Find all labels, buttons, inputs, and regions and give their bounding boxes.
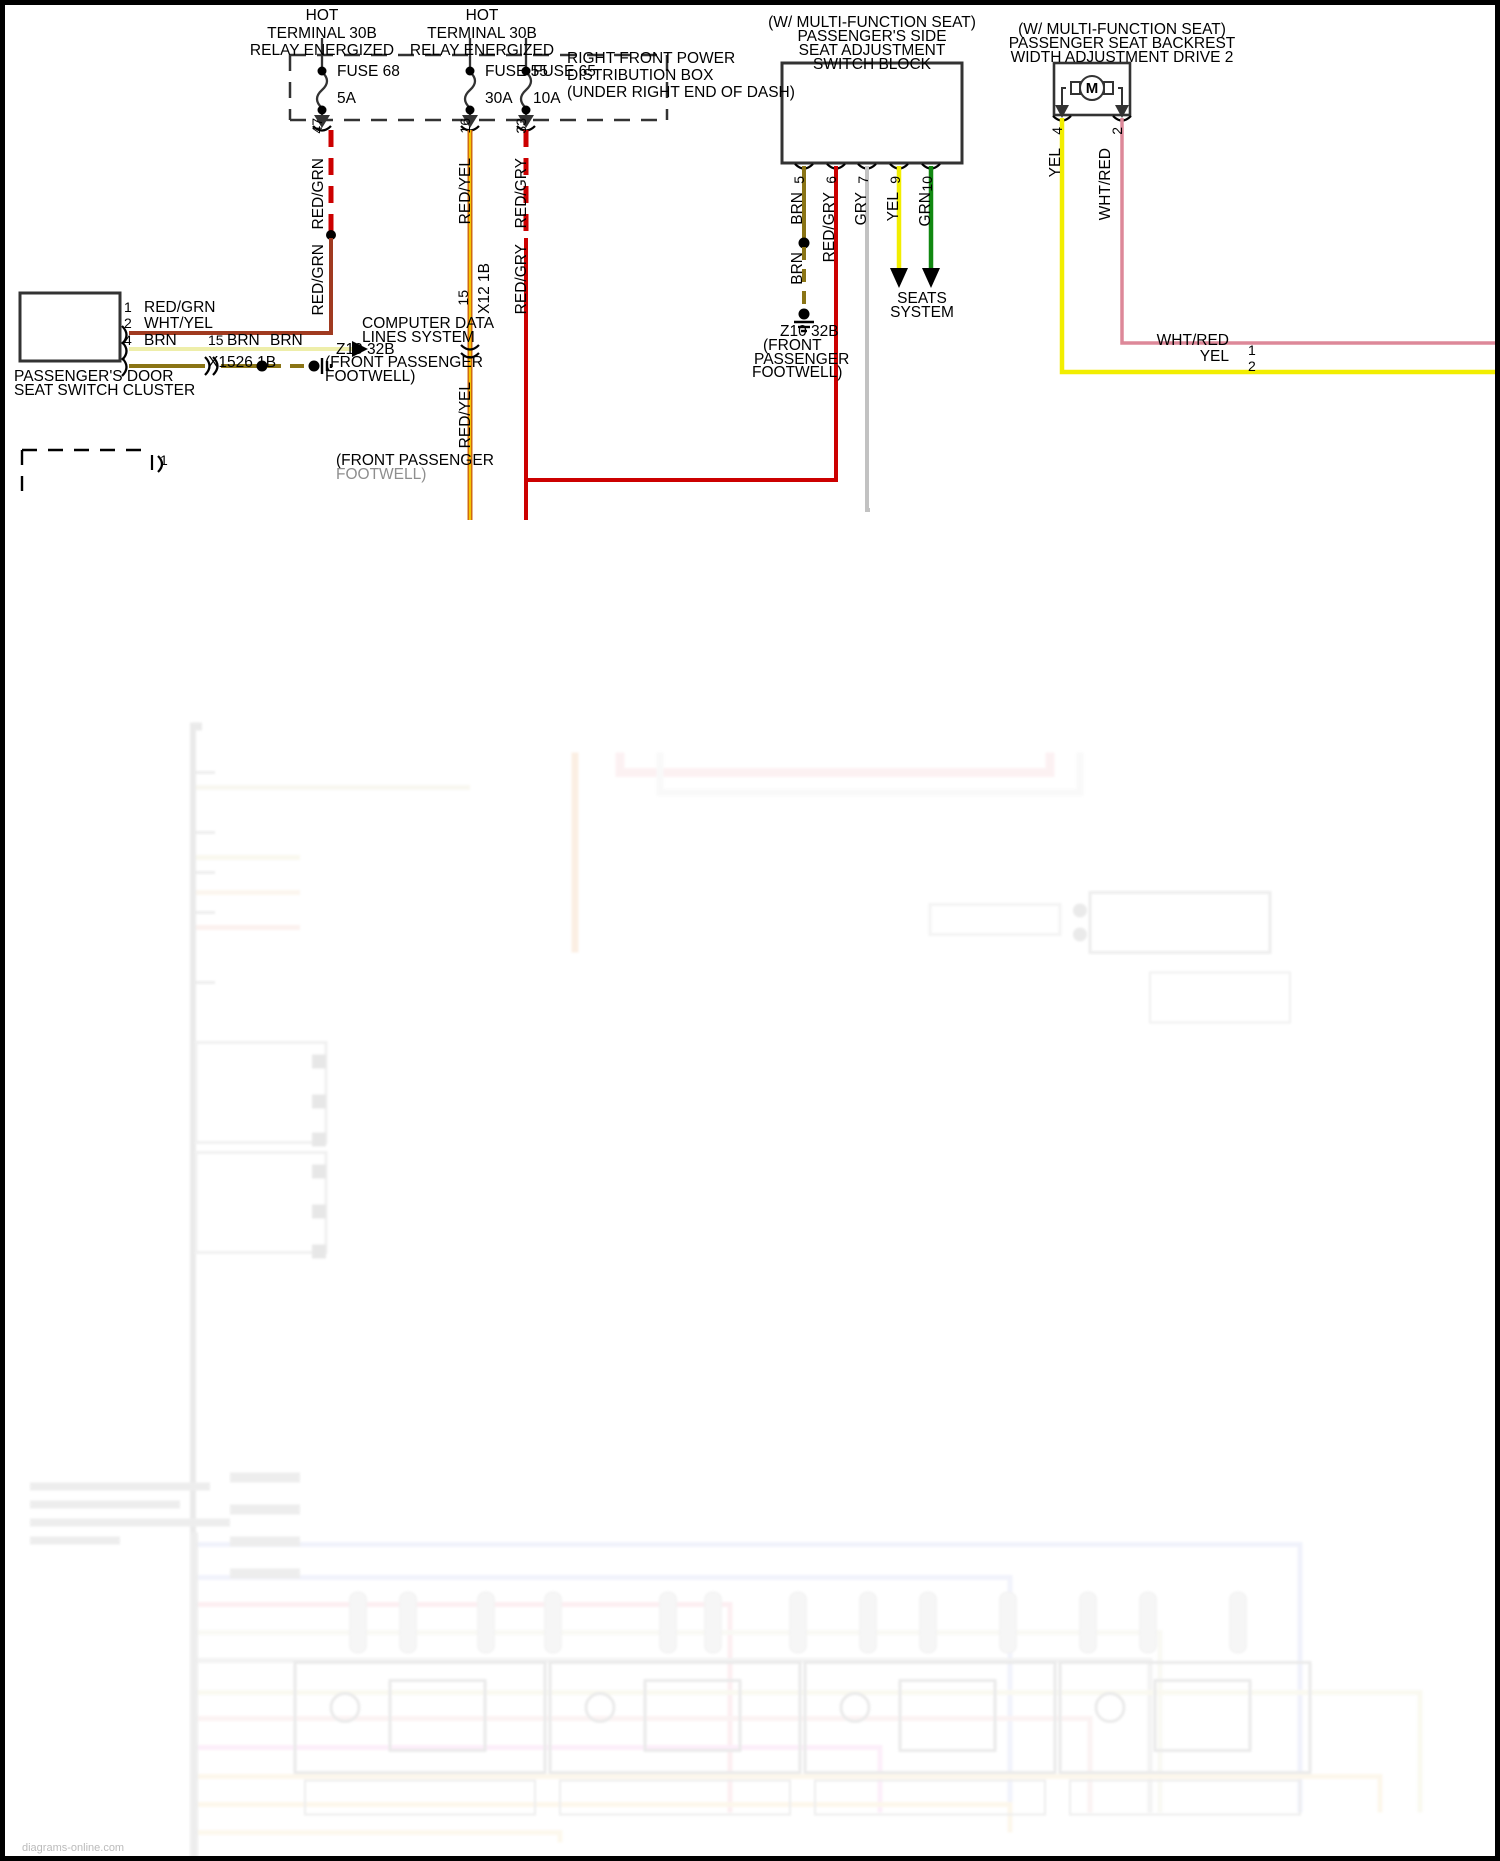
power-source-1-line3: RELAY ENERGIZED [249,42,395,59]
drive-arrow-right [1115,105,1129,118]
lower-ground-note-2: FOOTWELL) [336,466,427,483]
right-pin-2-num: 2 [1248,358,1256,374]
seat-block-line4: SWITCH BLOCK [813,56,931,73]
connector-x1526 [204,356,219,376]
ground-node-sb [798,308,810,320]
seat-block-line2: PASSENGER'S SIDE [797,28,947,45]
dist-box-line2: DISTRIBUTION BOX [567,67,714,84]
backrest-line3: WIDTH ADJUSTMENT DRIVE 2 [1010,49,1234,66]
fuse-68-label: FUSE 68 [337,63,400,80]
fuse-68-rating: 5A [337,90,356,107]
sb-ground-code: Z10 32B [780,323,839,340]
switch-cluster-box [18,291,122,363]
dist-box-line1: RIGHT FRONT POWER [567,50,736,67]
right-label-wht-red: WHT/RED [1156,332,1229,349]
seats-system-line2: SYSTEM [890,304,954,321]
fuse-55-rating: 30A [485,90,513,107]
switch-cluster-pins [121,325,128,377]
seat-switch-block-box [780,61,964,165]
wire-drive-pin2-whtred [1120,118,1500,345]
power-source-2-line3: RELAY ENERGIZED [409,42,555,59]
fuse-65-arrow [518,115,534,128]
switch-cluster-title-1: PASSENGER'S DOOR [14,368,174,385]
computer-data-line1: COMPUTER DATA [362,315,495,332]
power-source-1-line1: HOT [305,7,339,24]
fuse-55-node-top [465,66,475,76]
motor-symbol-label: M [1085,80,1099,97]
lower-module-dashed [20,448,150,500]
fuse-55-node-bottom [465,105,475,115]
motor-symbol-group [1061,75,1123,112]
lower-ground-note-1: (FRONT PASSENGER [336,452,494,469]
sb-ground-line3: PASSENGER [754,351,850,368]
seats-arrow-grn [922,268,940,288]
seat-block-line3: SEAT ADJUSTMENT [798,42,946,59]
fuse-68-node-bottom [317,105,327,115]
switch-cluster-title-2: SEAT SWITCH CLUSTER [14,382,196,399]
cluster-pin-1-num: 1 [124,299,132,315]
backrest-line2: PASSENGER SEAT BACKREST [1008,35,1236,52]
ground-left-line3: FOOTWELL) [325,368,416,385]
dist-box-line3: (UNDER RIGHT END OF DASH) [567,84,795,101]
power-source-2-line1: HOT [465,7,499,24]
fuse-55-label: FUSE 55 [485,63,548,80]
x1526-connector-name: X1526 1B [208,354,277,371]
cluster-pin-4-color: BRN [144,332,177,349]
x1526-wire-color: BRN [227,332,260,349]
distribution-box-outline [288,53,669,122]
computer-data-line2: LINES SYSTEM [362,329,475,346]
cluster-pin-2-num: 2 [124,315,132,331]
fuse-68-node-top [317,66,327,76]
wire-sb-pin7 [865,166,870,512]
watermark: diagrams-online.com [22,1842,125,1854]
lower-connector-pin: 1 [160,452,168,468]
wire-sb-pin6 [526,166,838,482]
ground-symbol-sb [794,320,814,333]
right-label-yel: YEL [1199,348,1229,365]
cluster-pin-1-color: RED/GRN [144,299,216,316]
computer-data-arrow [352,341,368,357]
fuse-68-arrow [314,115,330,128]
wire-drive-pin4-yel [1059,118,1500,375]
wire-red-yel [460,130,480,520]
splice-node-brn [256,360,268,372]
seats-system-line1: SEATS [897,290,947,307]
lower-module-pin [150,455,164,473]
seat-block-line1: (W/ MULTI-FUNCTION SEAT) [768,14,976,31]
power-source-1-line2: TERMINAL 30B [267,25,377,42]
splice-node-sb-brn [798,237,810,249]
sb-ground-line2: (FRONT [763,337,822,354]
ground-node-left [308,360,320,372]
seats-arrow-yel [890,268,908,288]
drive-arrow-left [1055,105,1069,118]
sb-ground-line4: FOOTWELL) [752,364,843,381]
fuse-65-label: FUSE 65 [533,63,596,80]
ground-symbol-left [320,358,333,374]
power-source-2-line2: TERMINAL 30B [427,25,537,42]
cluster-pin-4-num: 4 [124,332,132,348]
fuse-55-arrow [462,115,478,128]
x1526-pin-num: 15 [208,332,224,348]
ground-left-line2: (FRONT PASSENGER [325,354,483,371]
ground-left-code: Z10 32B [336,341,395,358]
fuse-65-node-top [521,66,531,76]
brn-wire-color-2: BRN [270,332,303,349]
fuse-68-terminal [312,125,332,132]
cluster-pin-2-color: WHT/YEL [144,315,213,332]
fuse-65-rating: 10A [533,90,561,107]
backrest-line1: (W/ MULTI-FUNCTION SEAT) [1018,21,1226,38]
right-pin-1-num: 1 [1248,342,1256,358]
fuse-65-node-bottom [521,105,531,115]
